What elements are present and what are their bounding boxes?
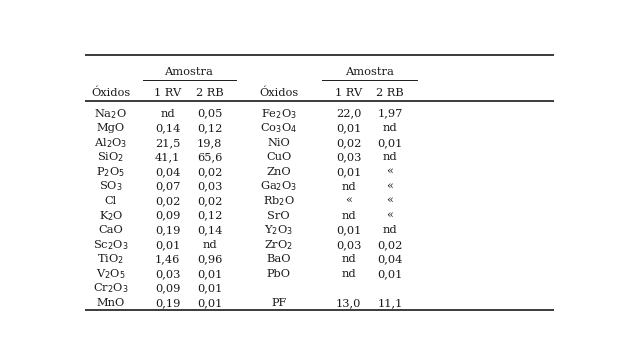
Text: 0,01: 0,01 (378, 138, 402, 148)
Text: Óxidos: Óxidos (91, 87, 130, 98)
Text: PbO: PbO (266, 269, 291, 279)
Text: ZrO$_2$: ZrO$_2$ (264, 238, 293, 252)
Text: 13,0: 13,0 (336, 298, 361, 308)
Text: nd: nd (383, 153, 397, 163)
Text: 0,04: 0,04 (378, 254, 402, 264)
Text: Cl: Cl (105, 196, 117, 206)
Text: 0,14: 0,14 (155, 123, 180, 133)
Text: 0,02: 0,02 (155, 196, 180, 206)
Text: Al$_2$O$_3$: Al$_2$O$_3$ (94, 136, 127, 150)
Text: 0,96: 0,96 (197, 254, 222, 264)
Text: «: « (386, 196, 393, 206)
Text: 22,0: 22,0 (336, 108, 361, 118)
Text: «: « (345, 196, 353, 206)
Text: nd: nd (341, 269, 356, 279)
Text: 0,01: 0,01 (336, 167, 361, 177)
Text: 2 RB: 2 RB (196, 88, 223, 98)
Text: 0,02: 0,02 (197, 196, 222, 206)
Text: 19,8: 19,8 (197, 138, 222, 148)
Text: 1,46: 1,46 (155, 254, 180, 264)
Text: 0,02: 0,02 (378, 240, 402, 250)
Text: 0,07: 0,07 (155, 182, 180, 192)
Text: 65,6: 65,6 (197, 153, 222, 163)
Text: Y$_2$O$_3$: Y$_2$O$_3$ (264, 223, 293, 237)
Text: 0,01: 0,01 (197, 298, 222, 308)
Text: CaO: CaO (99, 225, 124, 235)
Text: «: « (386, 167, 393, 177)
Text: MnO: MnO (97, 298, 125, 308)
Text: 0,01: 0,01 (155, 240, 180, 250)
Text: 0,02: 0,02 (197, 167, 222, 177)
Text: 0,19: 0,19 (155, 225, 180, 235)
Text: 41,1: 41,1 (155, 153, 180, 163)
Text: BaO: BaO (266, 254, 291, 264)
Text: «: « (386, 211, 393, 221)
Text: V$_2$O$_5$: V$_2$O$_5$ (96, 267, 125, 281)
Text: 0,09: 0,09 (155, 284, 180, 294)
Text: 0,01: 0,01 (336, 225, 361, 235)
Text: PF: PF (271, 298, 286, 308)
Text: 0,02: 0,02 (336, 138, 361, 148)
Text: nd: nd (383, 225, 397, 235)
Text: 0,09: 0,09 (155, 211, 180, 221)
Text: 0,03: 0,03 (155, 269, 180, 279)
Text: 11,1: 11,1 (378, 298, 402, 308)
Text: nd: nd (341, 211, 356, 221)
Text: SrO: SrO (267, 211, 290, 221)
Text: nd: nd (341, 254, 356, 264)
Text: Co$_3$O$_4$: Co$_3$O$_4$ (260, 121, 297, 135)
Text: Amostra: Amostra (164, 67, 213, 77)
Text: TiO$_2$: TiO$_2$ (97, 252, 124, 266)
Text: Na$_2$O: Na$_2$O (94, 107, 127, 121)
Text: K$_2$O: K$_2$O (99, 209, 123, 223)
Text: Amostra: Amostra (345, 67, 394, 77)
Text: MgO: MgO (97, 123, 125, 133)
Text: «: « (386, 182, 393, 192)
Text: 0,03: 0,03 (336, 240, 361, 250)
Text: 1 RV: 1 RV (154, 88, 181, 98)
Text: nd: nd (341, 182, 356, 192)
Text: P$_2$O$_5$: P$_2$O$_5$ (97, 165, 125, 179)
Text: 0,03: 0,03 (336, 153, 361, 163)
Text: nd: nd (202, 240, 217, 250)
Text: SO$_3$: SO$_3$ (99, 180, 123, 193)
Text: Rb$_2$O: Rb$_2$O (263, 194, 295, 208)
Text: Óxidos: Óxidos (259, 87, 298, 98)
Text: CuO: CuO (266, 153, 291, 163)
Text: 1 RV: 1 RV (335, 88, 363, 98)
Text: 0,14: 0,14 (197, 225, 222, 235)
Text: SiO$_2$: SiO$_2$ (97, 150, 124, 164)
Text: Fe$_2$O$_3$: Fe$_2$O$_3$ (261, 107, 296, 121)
Text: 21,5: 21,5 (155, 138, 180, 148)
Text: 0,04: 0,04 (155, 167, 180, 177)
Text: 0,05: 0,05 (197, 108, 222, 118)
Text: 0,01: 0,01 (336, 123, 361, 133)
Text: 0,19: 0,19 (155, 298, 180, 308)
Text: 0,12: 0,12 (197, 123, 222, 133)
Text: 0,03: 0,03 (197, 182, 222, 192)
Text: Ga$_2$O$_3$: Ga$_2$O$_3$ (260, 180, 297, 193)
Text: nd: nd (383, 123, 397, 133)
Text: 0,01: 0,01 (197, 269, 222, 279)
Text: Sc$_2$O$_3$: Sc$_2$O$_3$ (93, 238, 129, 252)
Text: 0,01: 0,01 (197, 284, 222, 294)
Text: nd: nd (160, 108, 175, 118)
Text: Cr$_2$O$_3$: Cr$_2$O$_3$ (93, 282, 129, 295)
Text: 0,01: 0,01 (378, 269, 402, 279)
Text: NiO: NiO (267, 138, 290, 148)
Text: ZnO: ZnO (266, 167, 291, 177)
Text: 1,97: 1,97 (378, 108, 402, 118)
Text: 2 RB: 2 RB (376, 88, 404, 98)
Text: 0,12: 0,12 (197, 211, 222, 221)
